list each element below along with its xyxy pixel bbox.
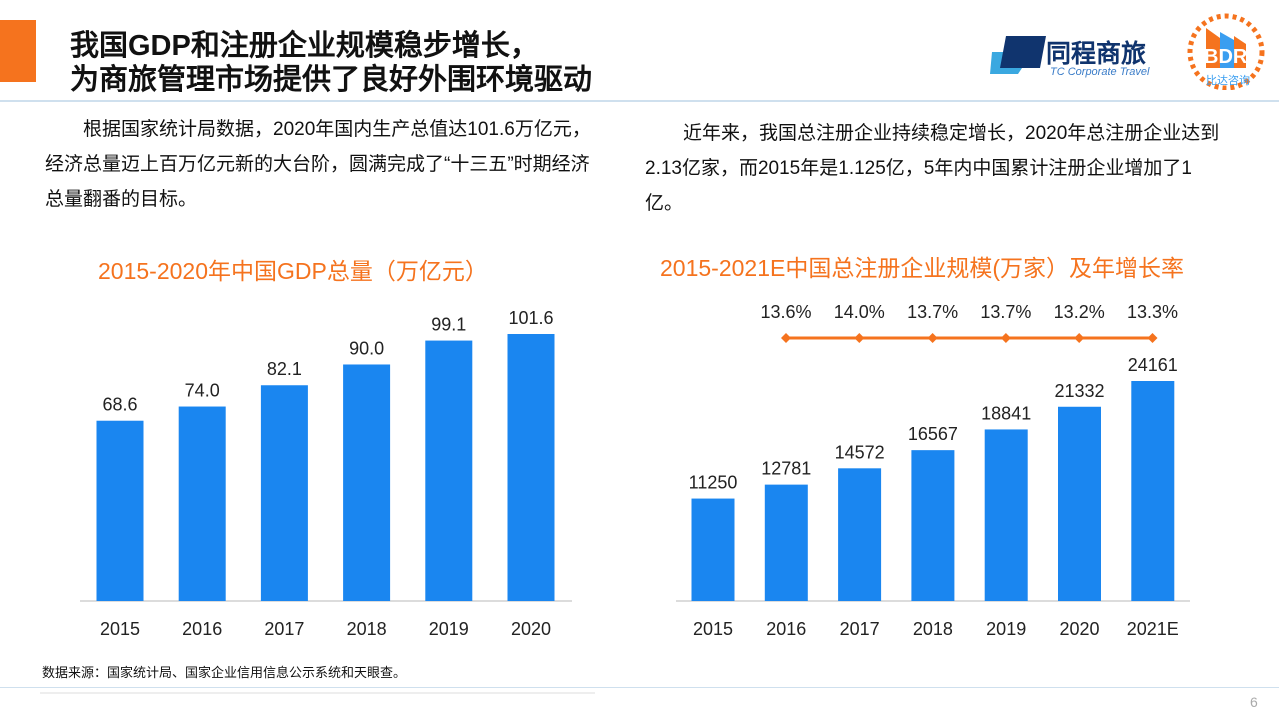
growth-rate-label: 13.7% (980, 302, 1031, 322)
enterprise-x-tick-label: 2021E (1127, 619, 1179, 639)
gdp-value-label: 99.1 (431, 315, 466, 335)
enterprise-bar (764, 484, 808, 601)
growth-rate-marker (1147, 333, 1158, 343)
gdp-description: 根据国家统计局数据，2020年国内生产总值达101.6万亿元，经济总量迈上百万亿… (45, 119, 591, 210)
growth-rate-label: 13.2% (1054, 302, 1105, 322)
gdp-x-tick-label: 2018 (347, 619, 387, 639)
enterprise-value-label: 16567 (908, 424, 958, 444)
enterprise-bar (911, 450, 955, 601)
enterprise-x-tick-label: 2017 (840, 619, 880, 639)
gdp-bar (343, 364, 391, 601)
gdp-x-tick-label: 2016 (182, 619, 222, 639)
enterprise-chart-title: 2015-2021E中国总注册企业规模(万家）及年增长率 (660, 255, 1184, 281)
growth-rate-label: 13.3% (1127, 302, 1178, 322)
growth-rate-marker (1000, 333, 1011, 343)
gdp-value-label: 101.6 (508, 308, 553, 328)
enterprise-x-tick-label: 2016 (766, 619, 806, 639)
gdp-bar (425, 340, 473, 601)
gdp-value-label: 82.1 (267, 359, 302, 379)
gdp-chart-title: 2015-2020年中国GDP总量（万亿元） (98, 258, 488, 284)
data-source: 数据来源：国家统计局、国家企业信用信息公示系统和天眼查。 (42, 665, 407, 680)
tc-logo-sub: TC Corporate Travel (1050, 66, 1150, 78)
enterprise-x-tick-label: 2019 (986, 619, 1026, 639)
footer-divider (0, 687, 1279, 688)
gdp-bar (96, 420, 144, 601)
enterprise-bar (984, 429, 1028, 601)
growth-rate-marker (781, 333, 791, 343)
gdp-x-tick-label: 2019 (429, 619, 469, 639)
enterprise-value-label: 12781 (761, 459, 811, 479)
title-accent (0, 20, 36, 82)
enterprise-x-tick-label: 2015 (693, 619, 733, 639)
gdp-x-tick-label: 2017 (264, 619, 304, 639)
enterprise-x-tick-label: 2020 (1059, 619, 1099, 639)
enterprise-bar (1131, 381, 1175, 601)
gdp-x-tick-label: 2015 (100, 619, 140, 639)
enterprise-value-label: 21332 (1054, 381, 1104, 401)
tc-logo: 同程商旅 TC Corporate Travel (988, 30, 1163, 85)
growth-rate-marker (1074, 333, 1085, 343)
page-number: 6 (1250, 694, 1258, 710)
enterprise-value-label: 14572 (835, 442, 885, 462)
enterprise-value-label: 24161 (1128, 355, 1178, 375)
growth-rate-marker (854, 333, 865, 343)
gdp-bar (260, 385, 308, 601)
gdp-bar (178, 406, 226, 601)
gdp-bar (507, 334, 555, 601)
enterprise-description: 近年来，我国总注册企业持续稳定增长，2020年总注册企业达到2.13亿家，而20… (645, 123, 1220, 214)
growth-rate-marker (927, 333, 938, 343)
enterprise-value-label: 18841 (981, 403, 1031, 423)
bdr-logo-name: BDR (1204, 46, 1248, 68)
growth-rate-label: 13.7% (907, 302, 958, 322)
gdp-value-label: 68.6 (102, 395, 137, 415)
tc-logo-name: 同程商旅 (1046, 40, 1147, 68)
footer-divider-2 (40, 692, 595, 694)
enterprise-bar (838, 468, 882, 601)
header-divider (0, 100, 1279, 102)
page-title-line2: 为商旅管理市场提供了良好外围环境驱动 (70, 64, 593, 96)
growth-rate-label: 14.0% (834, 302, 885, 322)
enterprise-bar (1058, 406, 1101, 601)
gdp-value-label: 90.0 (349, 338, 384, 358)
enterprise-x-tick-label: 2018 (913, 619, 953, 639)
page-title-line1: 我国GDP和注册企业规模稳步增长， (70, 30, 539, 62)
enterprise-value-label: 11250 (689, 473, 738, 493)
enterprise-bar (691, 498, 735, 601)
gdp-value-label: 74.0 (185, 381, 220, 401)
bdr-logo: BDR 比达咨询 (1182, 10, 1272, 91)
bdr-logo-sub: 比达咨询 (1206, 75, 1250, 87)
growth-rate-label: 13.6% (760, 302, 811, 322)
gdp-x-tick-label: 2020 (511, 619, 551, 639)
